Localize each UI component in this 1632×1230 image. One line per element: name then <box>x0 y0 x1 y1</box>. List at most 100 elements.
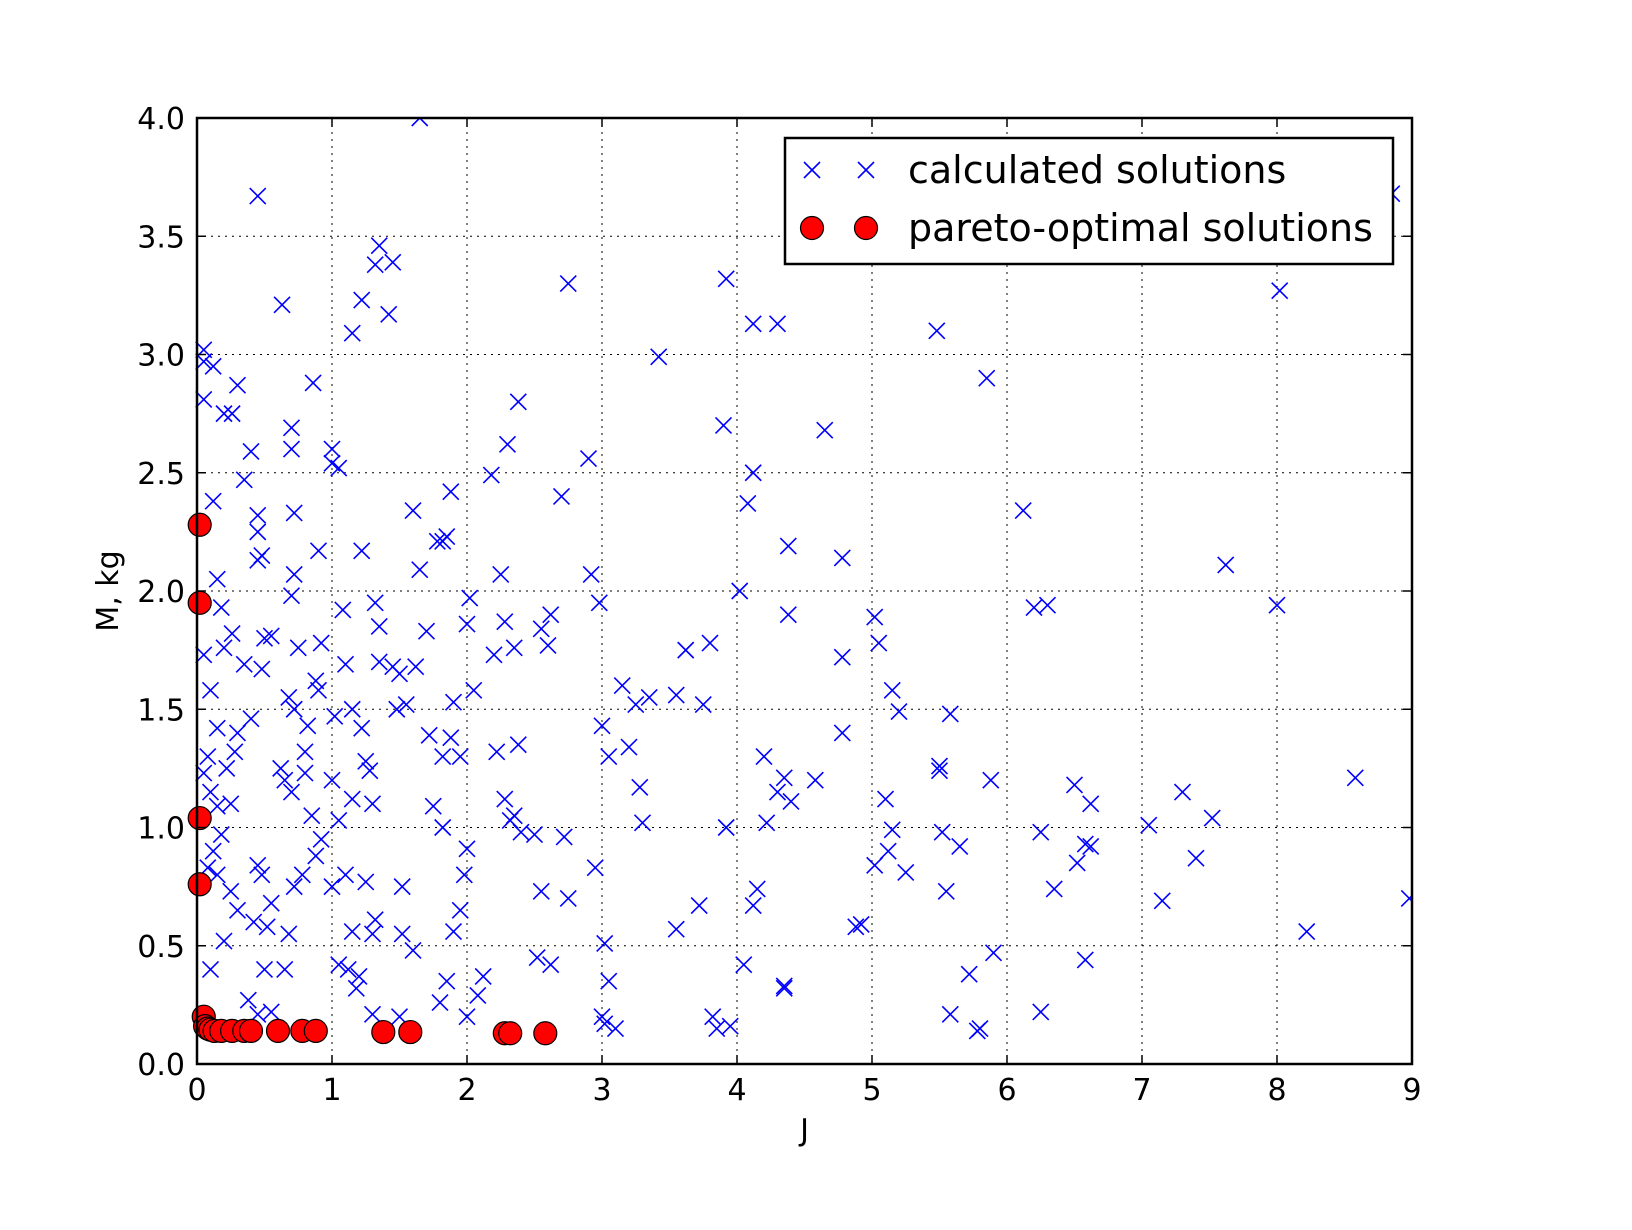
x-marker-stroke <box>307 672 325 690</box>
x-marker-stroke <box>417 622 436 640</box>
calculated-point <box>235 471 253 489</box>
x-marker-stroke <box>330 811 348 829</box>
calculated-point <box>667 686 685 704</box>
calculated-point <box>717 270 735 288</box>
y-tick-label: 1.5 <box>137 693 185 728</box>
x-marker-stroke <box>735 956 753 974</box>
x-marker-stroke <box>667 920 685 938</box>
x-marker-stroke <box>542 606 560 624</box>
x-marker-stroke <box>451 747 469 766</box>
x-marker-stroke <box>201 681 220 699</box>
x-marker-stroke <box>384 253 402 271</box>
calculated-point <box>627 695 645 714</box>
y-tick-label: 1.0 <box>137 812 185 847</box>
x-tick-label: 4 <box>727 1073 746 1108</box>
legend-label-pareto: pareto-optimal solutions <box>908 206 1373 250</box>
x-marker-stroke <box>223 625 241 643</box>
x-marker-stroke <box>731 582 749 600</box>
calculated-point <box>438 528 456 546</box>
calculated-point <box>262 627 280 645</box>
x-marker-stroke <box>218 759 236 777</box>
calculated-point <box>1032 1003 1050 1021</box>
x-marker-stroke <box>590 594 608 612</box>
x-tick-label: 8 <box>1267 1073 1286 1108</box>
calculated-point <box>937 882 955 900</box>
calculated-point <box>758 814 776 832</box>
calculated-point <box>312 830 330 848</box>
x-marker-stroke <box>933 823 951 841</box>
calculated-point <box>272 759 290 777</box>
x-marker-stroke <box>833 648 851 666</box>
calculated-point <box>1082 795 1100 813</box>
x-marker-stroke <box>768 783 787 801</box>
calculated-point <box>330 811 348 829</box>
calculated-point <box>498 435 517 453</box>
calculated-point <box>285 565 303 584</box>
calculated-point <box>309 542 328 560</box>
calculated-point <box>984 944 1003 962</box>
x-marker-stroke <box>1268 596 1286 614</box>
x-marker-stroke <box>434 747 452 766</box>
ticks <box>196 117 1413 1065</box>
x-marker-stroke <box>255 629 274 647</box>
x-marker-stroke <box>201 960 220 978</box>
calculated-point <box>293 866 311 884</box>
x-marker-stroke <box>748 880 766 898</box>
calculated-point <box>559 889 577 908</box>
calculated-point <box>285 878 303 896</box>
calculated-point <box>458 840 476 858</box>
calculated-point <box>1400 889 1412 908</box>
x-marker-stroke <box>245 913 263 931</box>
x-marker-stroke <box>424 797 442 815</box>
calculated-point <box>1271 282 1289 300</box>
calculated-point <box>488 743 506 761</box>
calculated-point <box>501 811 519 829</box>
x-marker-stroke <box>353 542 371 560</box>
calculated-point <box>393 925 411 943</box>
x-tick-label: 3 <box>592 1073 611 1108</box>
calculated-point <box>555 828 573 846</box>
calculated-point <box>199 747 217 766</box>
x-marker-stroke <box>431 993 449 1012</box>
calculated-point <box>204 842 222 860</box>
calculated-point <box>434 818 452 837</box>
calculated-point <box>833 724 851 742</box>
x-marker-stroke <box>1025 598 1043 617</box>
calculated-point <box>739 494 757 513</box>
calculated-point <box>212 598 230 617</box>
x-marker-stroke <box>411 118 421 127</box>
calculated-point <box>312 634 330 652</box>
x-marker-stroke <box>1217 556 1235 574</box>
x-marker-stroke <box>775 979 793 997</box>
calculated-point <box>590 594 608 612</box>
calculated-point <box>249 506 267 524</box>
x-marker-stroke <box>984 944 1003 962</box>
calculated-point <box>255 629 274 647</box>
x-marker-stroke <box>897 863 915 882</box>
calculated-point <box>363 925 382 943</box>
calculated-point <box>897 863 915 882</box>
x-marker-stroke <box>343 700 361 718</box>
calculated-point <box>304 374 322 392</box>
x-marker-stroke <box>458 840 476 858</box>
calculated-point <box>353 542 371 560</box>
x-tick-label: 6 <box>997 1073 1016 1108</box>
x-marker-stroke <box>347 979 365 997</box>
calculated-point <box>307 672 325 690</box>
x-marker-stroke <box>353 291 371 309</box>
calculated-point <box>249 551 267 569</box>
calculated-point <box>357 752 375 770</box>
x-marker-stroke <box>199 747 217 766</box>
calculated-point <box>226 743 244 761</box>
calculated-point <box>228 724 247 742</box>
x-marker-stroke <box>357 873 375 891</box>
x-marker-stroke <box>717 270 735 288</box>
x-marker-stroke <box>1068 854 1086 872</box>
calculated-point <box>343 700 361 718</box>
calculated-point <box>390 665 409 683</box>
calculated-point <box>694 695 712 714</box>
x-marker-stroke <box>215 405 233 423</box>
x-marker-stroke <box>330 459 348 477</box>
x-tick-label: 1 <box>322 1073 341 1108</box>
calculated-point <box>330 459 348 477</box>
